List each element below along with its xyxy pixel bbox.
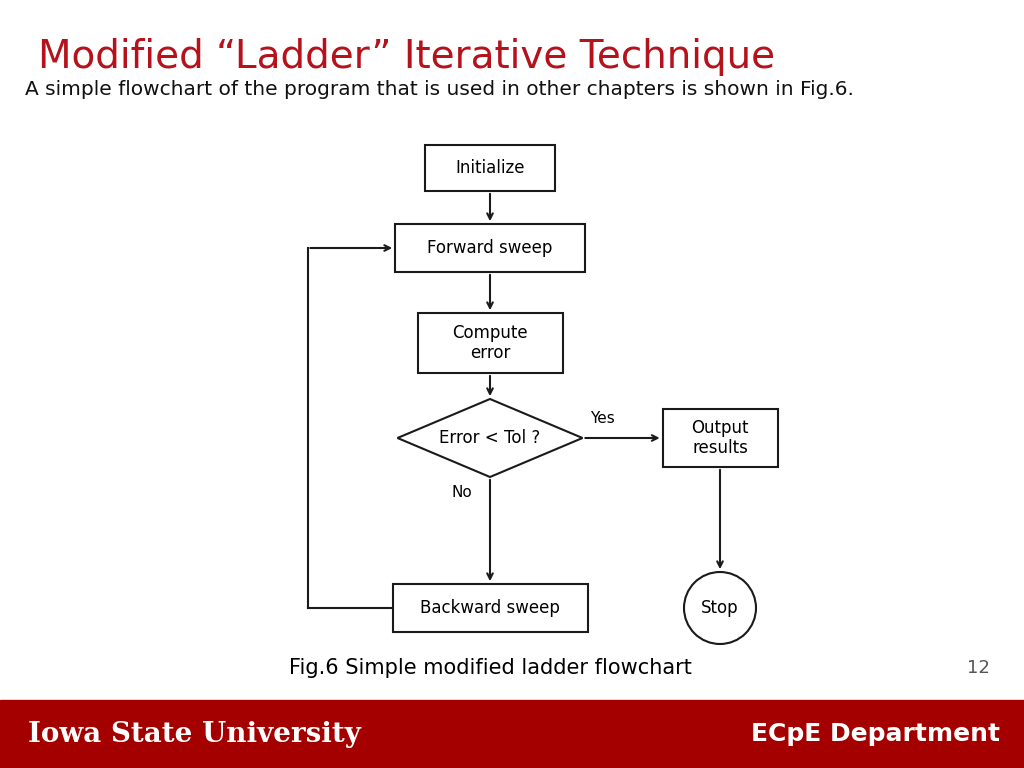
Text: Yes: Yes [591,411,615,426]
Text: Fig.6 Simple modified ladder flowchart: Fig.6 Simple modified ladder flowchart [289,658,691,678]
FancyBboxPatch shape [425,145,555,191]
FancyBboxPatch shape [663,409,777,467]
Text: Forward sweep: Forward sweep [427,239,553,257]
Text: Iowa State University: Iowa State University [28,720,360,747]
FancyBboxPatch shape [392,584,588,632]
Text: A simple flowchart of the program that is used in other chapters is shown in Fig: A simple flowchart of the program that i… [25,80,854,99]
Ellipse shape [684,572,756,644]
Polygon shape [397,399,583,477]
Text: Compute
error: Compute error [453,323,527,362]
Text: No: No [452,485,472,500]
FancyBboxPatch shape [418,313,562,373]
FancyBboxPatch shape [395,224,585,272]
Text: Backward sweep: Backward sweep [420,599,560,617]
Text: Output
results: Output results [691,419,749,458]
Text: 12: 12 [967,659,990,677]
Text: Modified “Ladder” Iterative Technique: Modified “Ladder” Iterative Technique [38,38,775,76]
Text: Stop: Stop [701,599,738,617]
Bar [0,700,1024,768]
Text: Initialize: Initialize [456,159,524,177]
Text: Error < Tol ?: Error < Tol ? [439,429,541,447]
Text: ECpE Department: ECpE Department [751,722,1000,746]
